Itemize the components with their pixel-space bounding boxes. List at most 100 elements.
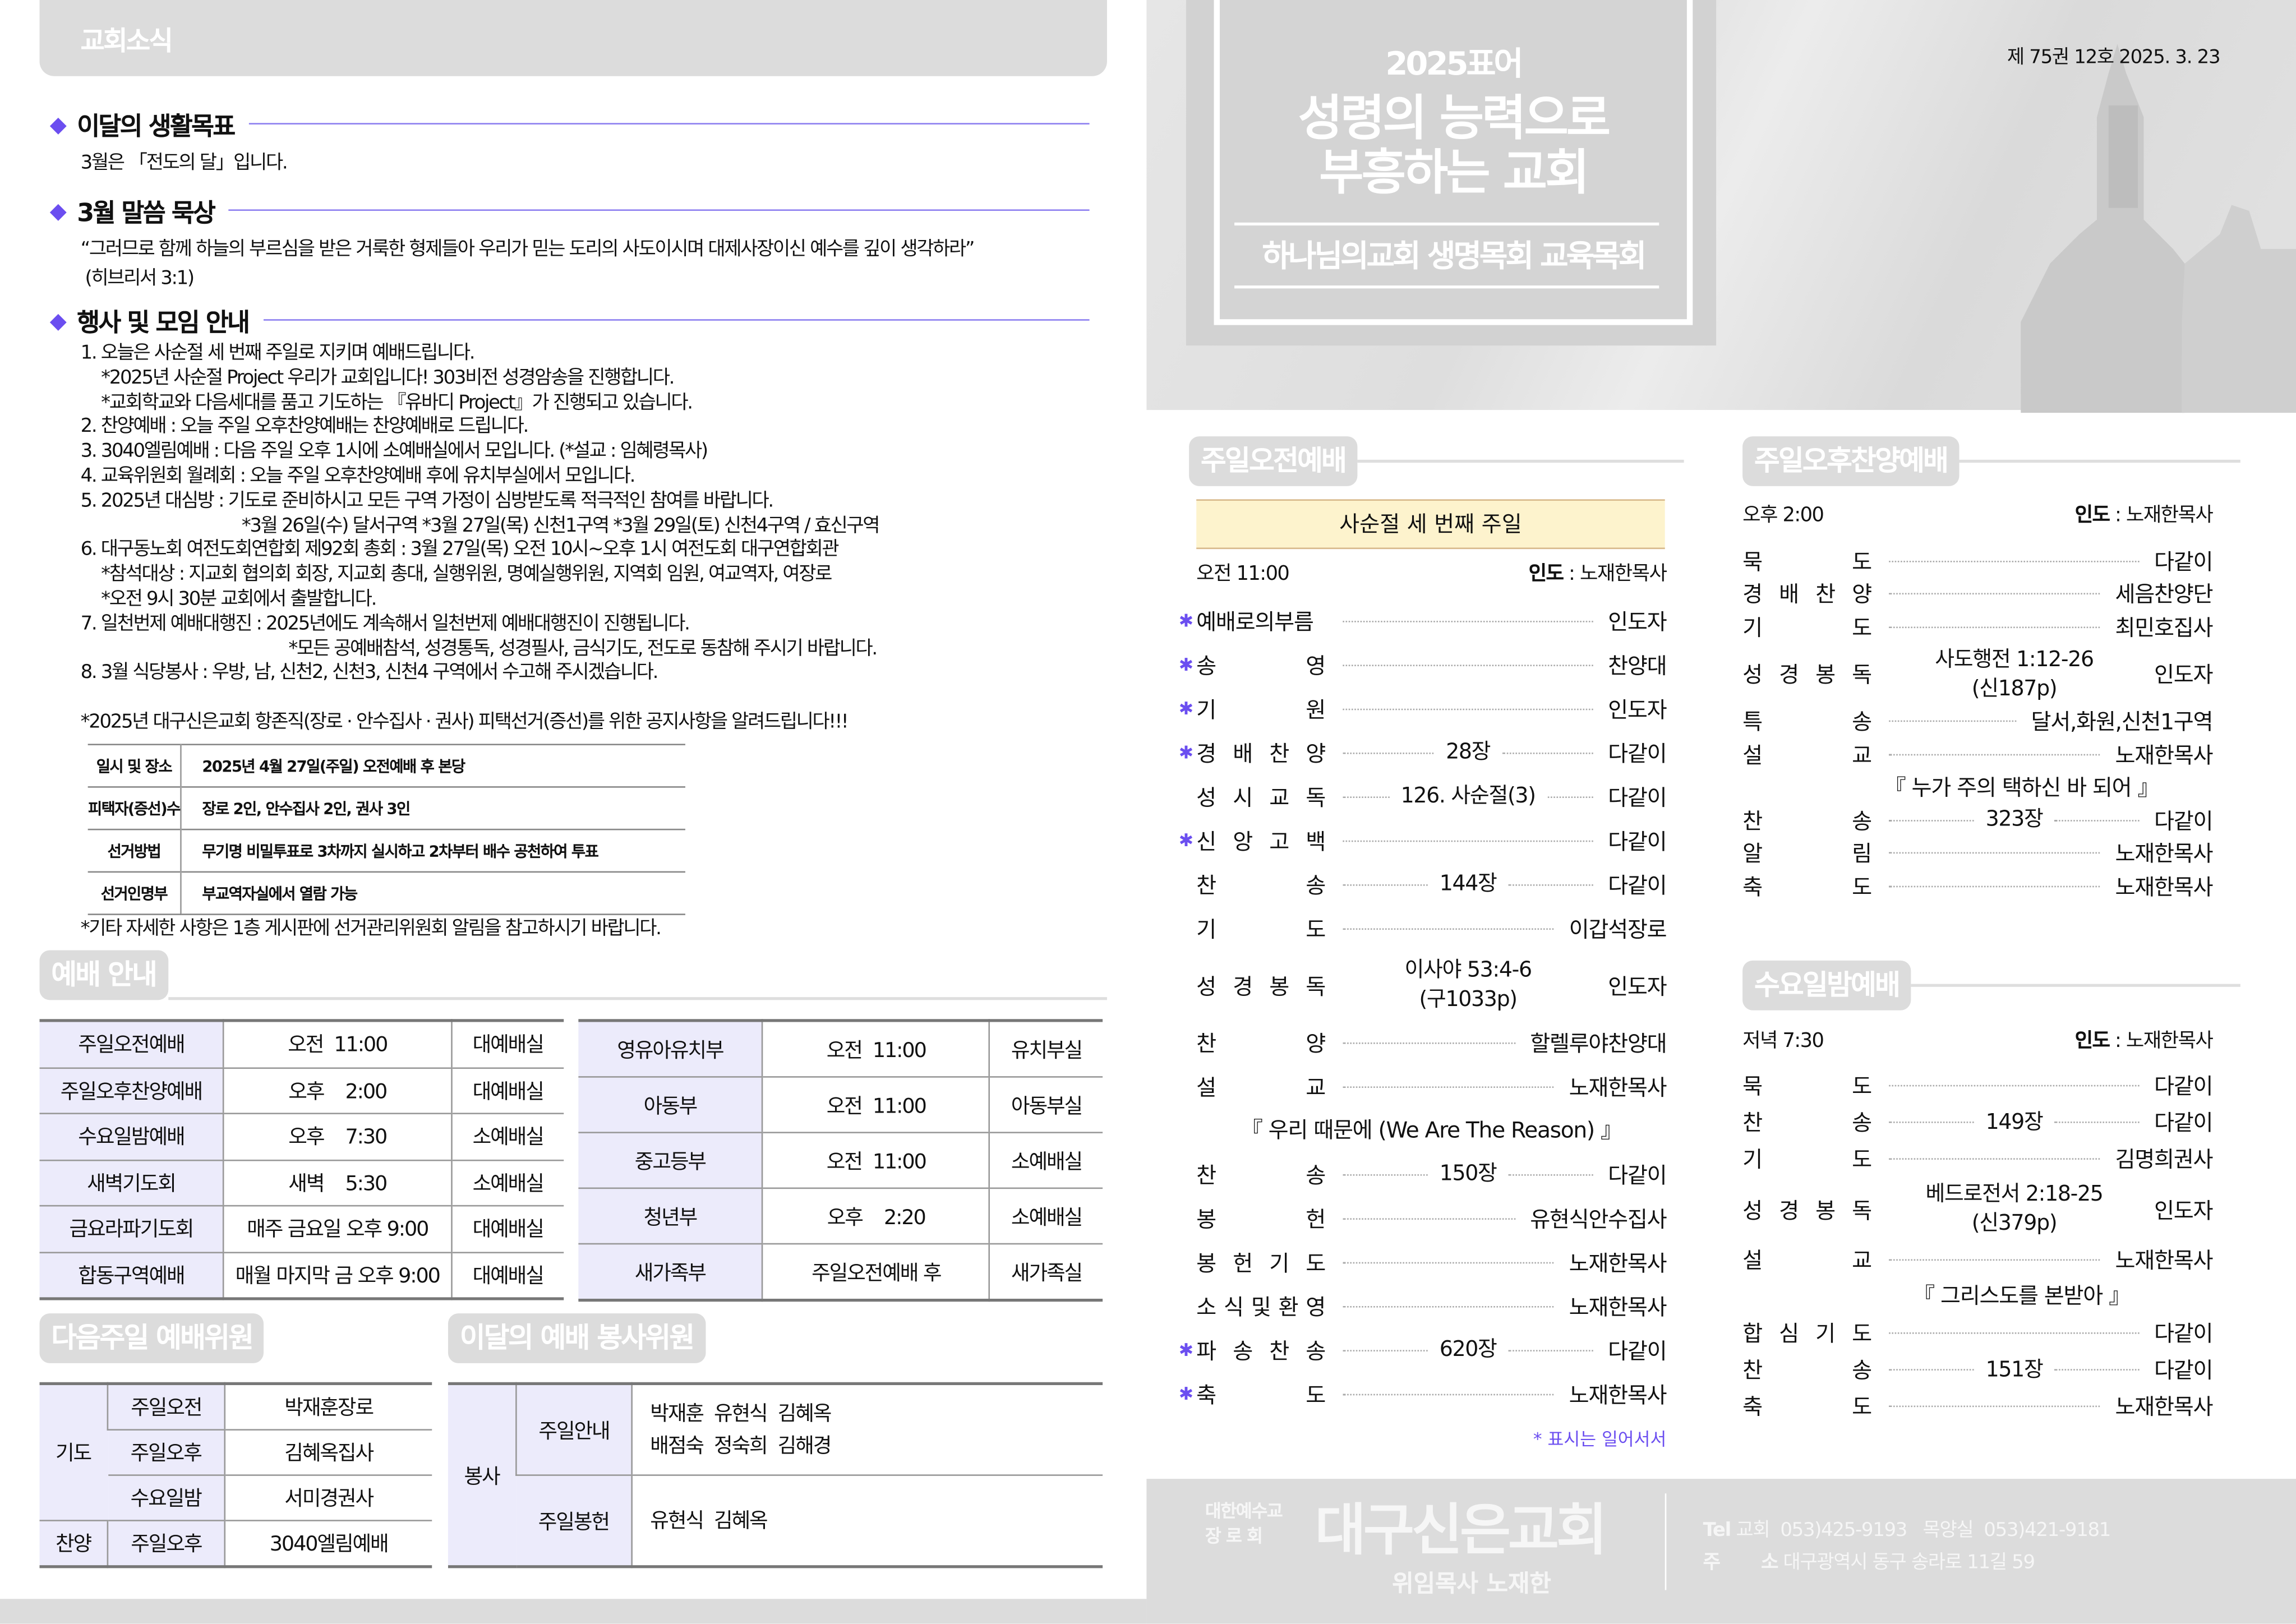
table-row: 일시 및 장소 2025년 4월 27일(주일) 오전예배 후 본당 [87,744,685,787]
order-person: 다같이 [2154,1321,2213,1348]
leader-name: : 노재한목사 [2109,504,2214,527]
dotted-leader [1889,593,2101,595]
leader-dots [1889,852,2101,854]
church-tower-image [2021,44,2296,413]
order-detail: 323장 [1985,808,2044,832]
order-label: 신 앙 고 백 [1196,828,1326,855]
wednesday-service-header: 수요일밤예배 [1742,960,2240,1011]
section-monthly-goal: ◆ 이달의 생활목표 [50,105,1090,142]
service-time: 매월 마지막 금 오후 9:00 [223,1252,451,1300]
order-person: 다같이 [2154,1357,2213,1384]
order-item: 설 교 노재한목사 [1742,1242,2213,1278]
church-footer [1146,1479,2296,1624]
election-table: 일시 및 장소 2025년 4월 27일(주일) 오전예배 후 본당 피택자(증선)… [87,744,685,915]
leader-dots [1343,796,1389,797]
church-name-logo: 대구신은교회 [1315,1498,1608,1562]
service-place: 새가족실 [989,1244,1103,1301]
event-item: 7. 일천번제 예배대행진 : 2025년에도 계속해서 일천번제 예배대행진이… [81,613,879,662]
order-item: ✱ 기 원 인도자 [1179,687,1667,731]
prayer-label: 기도 [39,1383,108,1521]
divider [1234,285,1659,288]
dotted-leader: 323장 [1889,806,2140,835]
order-label: 찬 송 [1742,1110,1872,1137]
order-label: 예배로의부름 [1196,608,1314,635]
service-team-title: 이달의 예배 봉사위원 [448,1313,706,1363]
leader-dots [1508,883,1594,885]
leader-dots [1889,626,2101,628]
section-title: 3월 말씀 묵상 [77,199,216,229]
order-label: 묵 도 [1742,1073,1872,1100]
order-person: 달서,화원,신천1구역 [2031,709,2213,736]
event-text: 8. 3월 식당봉사 : 우방, 남, 신천2, 신천3, 신천4 구역에서 수… [80,662,659,685]
worship-guide-header: 예배 안내 [39,950,1107,1000]
morning-order-of-service: ✱ 예배로의부름 인도자 ✱ 송 영 찬양대 ✱ 기 원 인도자 ✱ 경 배 찬 양 28장 다같이 성 … [1179,599,1667,1416]
service-name: 수요일밤예배 [39,1113,224,1161]
service-name: 합동구역예배 [39,1252,224,1300]
dotted-leader [1343,1305,1555,1307]
order-person: 노재한목사 [1569,1074,1667,1101]
leader-dots [2054,819,2140,822]
order-item: 기 도 최민호집사 [1742,611,2213,644]
divider [263,319,1090,321]
leader-dots [1343,1173,1428,1175]
order-label: 성 시 교 독 [1196,784,1326,811]
bottom-bar [0,1599,1147,1624]
service-place: 대예배실 [450,1020,564,1068]
table-row: 합동구역예배 매월 마지막 금 오후 9:00 대예배실 [39,1252,564,1300]
order-person: 노재한목사 [1569,1293,1667,1320]
leader-dots [1889,819,1974,822]
worship-times-table-adult: 주일오전예배 오전 11:00 대예배실 주일오후찬양예배 오후 2:00 대예배실 수요일… [39,1019,564,1300]
dotted-leader: 149장 [1889,1108,2140,1137]
leader-dots [1343,708,1594,710]
service-time: 오후 2:00 [1742,504,1824,527]
diamond-bullet-icon: ◆ [49,110,67,137]
order-item: 설 교 노재한목사 [1742,738,2213,771]
order-detail: 28장 [1446,741,1491,764]
table-row: 금요라파기도회 매주 금요일 오후 9:00 대예배실 [39,1206,564,1253]
order-label: 소 식 및 환 영 [1196,1293,1326,1320]
address-info: 주 소 대구광역시 동구 송라로 11길 59 [1703,1546,2036,1574]
dotted-leader: 126. 사순절(3) [1343,782,1594,811]
service-time: 오전 11:00 [762,1132,990,1189]
table-row: 영유아유치부 오전 11:00 유치부실 [578,1020,1103,1078]
service-place: 대예배실 [450,1206,564,1253]
order-label: 찬 송 [1742,1357,1872,1384]
motto-line-1: 성령의 능력으로 [1298,89,1611,147]
order-item: 찬 송 150장 다같이 [1196,1152,1667,1196]
dotted-leader [1343,1041,1516,1044]
leader-dots [1889,560,2140,562]
row-label: 선거방법 [87,828,182,872]
order-detail: 이사야 53:4-6 (구1033p) [1404,959,1533,1012]
standing-mark-icon: ✱ [1178,1340,1193,1360]
order-person: 다같이 [2154,808,2213,834]
service-time: 새벽 5:30 [223,1159,451,1207]
worship-times-table-school: 영유아유치부 오전 11:00 유치부실 아동부 오전 11:00 아동부실 중고등부 오전 … [578,1019,1103,1302]
group-label: 봉사 [448,1383,517,1568]
leader-dots [1343,839,1594,842]
row-label: 일시 및 장소 [87,744,182,787]
order-person: 노재한목사 [1569,1249,1667,1276]
order-person: 다같이 [2154,1110,2213,1137]
role-name: 주일봉헌 [516,1475,632,1568]
order-person: 다같이 [2154,548,2213,575]
event-item: 5. 2025년 대심방 : 기도로 준비하시고 모든 구역 가정이 심방받도록… [81,490,880,539]
denomination-line: 대한예수교 [1205,1501,1283,1521]
dotted-leader: 620장 [1343,1335,1594,1364]
leader-dots [2054,1122,2140,1123]
senior-pastor: 위임목사 노재한 [1392,1569,1551,1598]
leader-label: 인도 [2074,504,2110,527]
meditation-reference: (히브리서 3:1) [85,267,195,290]
order-person: 노재한목사 [2115,841,2214,868]
row-label: 선거인명부 [87,871,182,915]
row-value: 부교역자실에서 열람 가능 [181,871,685,915]
row-value: 장로 2인, 안수집사 2인, 권사 3인 [181,786,685,830]
dotted-leader [1889,754,2101,755]
order-label: 묵 도 [1742,548,1872,575]
divider [1665,1493,1667,1590]
order-label: 성 경 봉 독 [1196,973,1326,1000]
order-person: 인도자 [2154,1197,2213,1224]
order-person: 다같이 [1608,1337,1667,1364]
order-label: 찬 양 [1196,1030,1326,1056]
table-row: 주일오전예배 오전 11:00 대예배실 [39,1020,564,1068]
